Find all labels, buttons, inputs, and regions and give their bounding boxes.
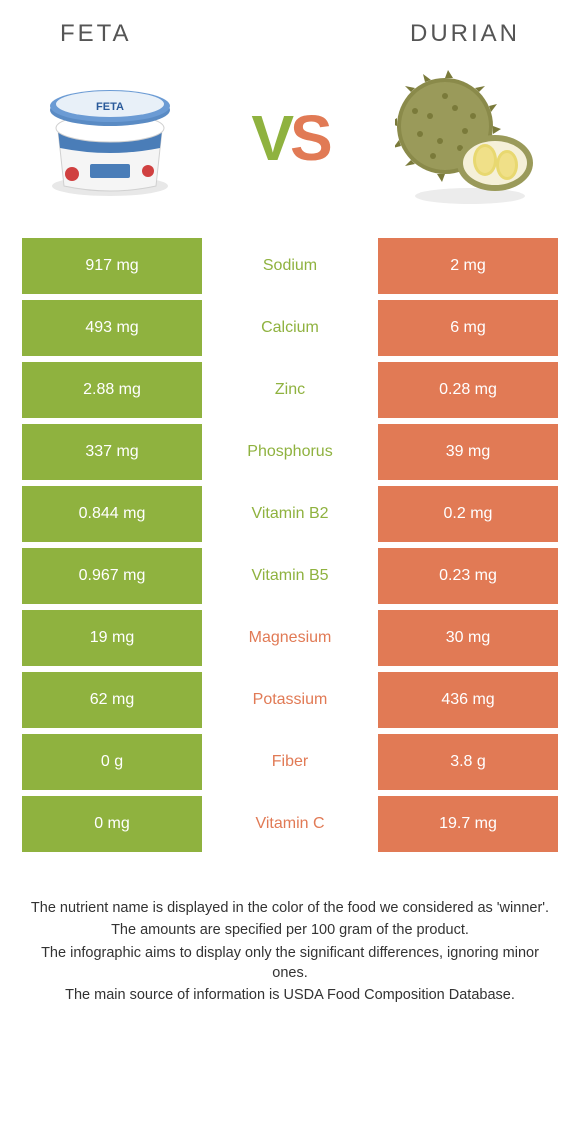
nutrient-label: Calcium: [202, 300, 378, 356]
right-value-cell: 3.8 g: [378, 734, 558, 790]
table-row: 0 mgVitamin C19.7 mg: [22, 796, 558, 852]
nutrient-label: Vitamin B5: [202, 548, 378, 604]
durian-icon: [395, 68, 545, 208]
table-row: 493 mgCalcium6 mg: [22, 300, 558, 356]
left-value-cell: 0.967 mg: [22, 548, 202, 604]
left-value-cell: 0 g: [22, 734, 202, 790]
table-row: 0.967 mgVitamin B50.23 mg: [22, 548, 558, 604]
left-value-cell: 19 mg: [22, 610, 202, 666]
footnote-line: The main source of information is USDA F…: [28, 985, 552, 1005]
feta-image: FETA: [30, 68, 190, 208]
left-value-cell: 62 mg: [22, 672, 202, 728]
footnote-line: The amounts are specified per 100 gram o…: [28, 920, 552, 940]
nutrient-label: Potassium: [202, 672, 378, 728]
nutrient-label: Fiber: [202, 734, 378, 790]
table-row: 2.88 mgZinc0.28 mg: [22, 362, 558, 418]
vs-s: S: [290, 102, 329, 174]
table-row: 62 mgPotassium436 mg: [22, 672, 558, 728]
nutrient-label: Vitamin C: [202, 796, 378, 852]
vs-label: VS: [251, 101, 328, 175]
left-value-cell: 917 mg: [22, 238, 202, 294]
right-value-cell: 6 mg: [378, 300, 558, 356]
table-row: 0.844 mgVitamin B20.2 mg: [22, 486, 558, 542]
durian-image: [390, 68, 550, 208]
left-value-cell: 337 mg: [22, 424, 202, 480]
nutrient-label: Zinc: [202, 362, 378, 418]
table-row: 19 mgMagnesium30 mg: [22, 610, 558, 666]
feta-icon: FETA: [30, 68, 190, 208]
nutrient-table: 917 mgSodium2 mg 493 mgCalcium6 mg 2.88 mg…: [0, 238, 580, 852]
left-value-cell: 493 mg: [22, 300, 202, 356]
left-value-cell: 2.88 mg: [22, 362, 202, 418]
right-value-cell: 39 mg: [378, 424, 558, 480]
footnote-line: The infographic aims to display only the…: [28, 943, 552, 984]
left-food-title: FETA: [60, 20, 132, 48]
header: FETA DURIAN: [0, 0, 580, 48]
nutrient-label: Sodium: [202, 238, 378, 294]
nutrient-label: Vitamin B2: [202, 486, 378, 542]
right-value-cell: 2 mg: [378, 238, 558, 294]
left-value-cell: 0.844 mg: [22, 486, 202, 542]
right-value-cell: 0.28 mg: [378, 362, 558, 418]
right-value-cell: 0.23 mg: [378, 548, 558, 604]
nutrient-label: Magnesium: [202, 610, 378, 666]
right-food-title: DURIAN: [410, 20, 520, 48]
left-value-cell: 0 mg: [22, 796, 202, 852]
svg-text:FETA: FETA: [96, 101, 124, 113]
footnote-line: The nutrient name is displayed in the co…: [28, 898, 552, 918]
images-row: FETA VS: [0, 48, 580, 238]
right-value-cell: 0.2 mg: [378, 486, 558, 542]
right-value-cell: 19.7 mg: [378, 796, 558, 852]
table-row: 917 mgSodium2 mg: [22, 238, 558, 294]
right-value-cell: 30 mg: [378, 610, 558, 666]
table-row: 0 gFiber3.8 g: [22, 734, 558, 790]
right-value-cell: 436 mg: [378, 672, 558, 728]
vs-v: V: [251, 102, 290, 174]
table-row: 337 mgPhosphorus39 mg: [22, 424, 558, 480]
nutrient-label: Phosphorus: [202, 424, 378, 480]
footnotes: The nutrient name is displayed in the co…: [0, 858, 580, 1005]
